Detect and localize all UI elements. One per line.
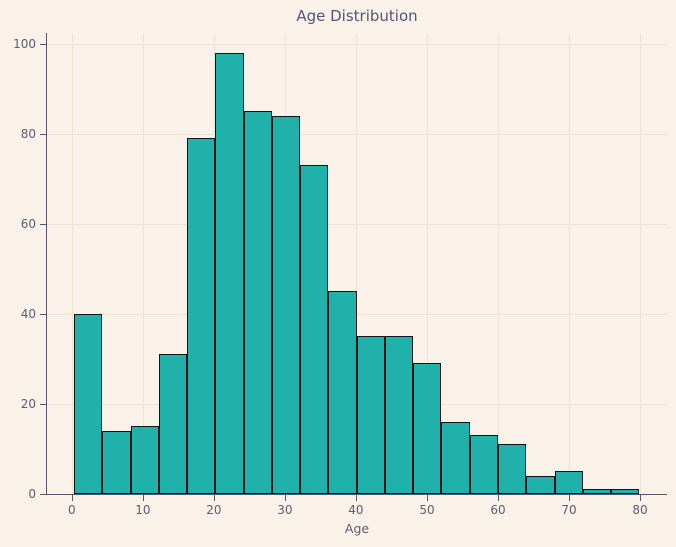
x-tick-mark	[426, 495, 429, 501]
histogram-bar	[497, 444, 527, 494]
x-tick-label: 50	[419, 503, 435, 517]
gridline-horizontal	[47, 133, 667, 135]
x-tick-label: 20	[206, 503, 222, 517]
y-tick-mark	[40, 133, 46, 136]
x-tick-mark	[568, 495, 571, 501]
y-tick-label: 40	[20, 306, 36, 321]
y-tick-mark	[40, 403, 46, 406]
x-tick-mark	[142, 495, 145, 501]
histogram-bar	[300, 165, 329, 494]
histogram-bar	[328, 291, 357, 494]
gridline-vertical	[640, 33, 641, 494]
x-tick-mark	[284, 495, 287, 501]
y-axis-spine	[45, 33, 48, 495]
histogram-bar	[441, 421, 470, 494]
gridline-vertical	[355, 33, 357, 494]
x-tick-label: 30	[277, 503, 293, 517]
y-tick-mark	[40, 494, 46, 496]
gridline-vertical	[71, 33, 73, 494]
histogram-bar	[413, 363, 442, 494]
y-tick-mark	[40, 223, 46, 226]
gridline-vertical	[568, 33, 570, 494]
x-tick-label: 0	[68, 503, 76, 517]
gridline-vertical	[426, 33, 428, 494]
y-tick-label: 0	[28, 487, 36, 501]
y-tick-label: 20	[20, 396, 36, 411]
y-tick-mark	[40, 313, 46, 316]
x-tick-mark	[71, 495, 74, 501]
histogram-bar	[384, 336, 414, 494]
histogram-bar	[187, 138, 216, 494]
x-tick-label: 80	[632, 503, 648, 517]
histogram-bar	[526, 475, 555, 494]
x-tick-label: 60	[490, 503, 506, 517]
gridline-vertical	[497, 33, 499, 494]
histogram-bar	[582, 489, 612, 494]
x-tick-label: 40	[348, 503, 364, 517]
y-tick-label: 100	[13, 36, 36, 51]
gridline-horizontal	[47, 313, 667, 315]
histogram-bar	[73, 313, 103, 494]
histogram-bar	[554, 471, 583, 494]
histogram-bar	[130, 426, 159, 494]
y-tick-label: 60	[20, 216, 36, 231]
histogram-bar	[469, 435, 498, 494]
histogram-bar	[243, 111, 272, 494]
histogram-bar	[102, 430, 131, 494]
gridline-horizontal	[47, 43, 667, 45]
histogram-bar	[271, 115, 301, 494]
gridline-vertical	[142, 33, 144, 494]
y-tick-label: 80	[20, 126, 36, 141]
x-tick-mark	[213, 495, 216, 501]
x-tick-mark	[497, 495, 500, 501]
y-tick-mark	[40, 43, 46, 46]
histogram-bar	[158, 354, 188, 494]
chart-title: Age Distribution	[296, 7, 418, 25]
gridline-horizontal	[47, 223, 667, 225]
histogram-bar	[215, 52, 244, 494]
x-tick-label: 10	[135, 503, 151, 517]
plot-area	[47, 33, 667, 495]
x-axis-label: Age	[344, 521, 370, 536]
x-tick-mark	[355, 495, 358, 501]
histogram-bar	[356, 336, 385, 494]
x-axis-spine	[45, 493, 667, 496]
x-tick-mark	[640, 495, 642, 501]
histogram-bar	[611, 489, 640, 494]
x-tick-label: 70	[561, 503, 577, 517]
